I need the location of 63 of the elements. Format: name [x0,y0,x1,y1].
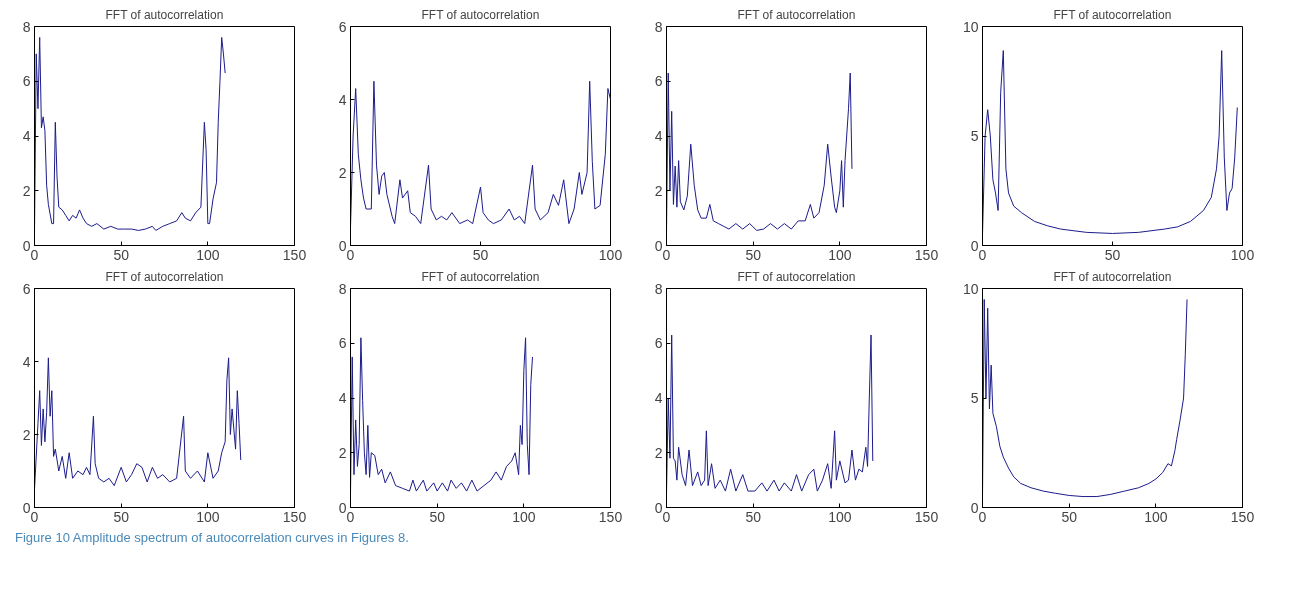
chart-title: FFT of autocorrelation [421,7,540,22]
y-tick-label: 6 [654,335,663,352]
x-tick-label: 150 [282,246,307,263]
x-tick-label: 100 [196,508,220,525]
y-tick-label: 4 [338,390,347,406]
x-tick-label: 150 [914,246,939,263]
x-tick-label: 50 [429,508,446,525]
line-series [982,50,1238,236]
chart-title: FFT of autocorrelation [1053,269,1172,284]
y-tick-label: 6 [338,335,347,352]
y-tick-label: 8 [22,18,31,35]
y-tick-label: 8 [654,280,663,297]
y-tick-label: 4 [22,128,31,144]
y-tick-label: 4 [654,390,663,406]
y-tick-label: 2 [22,426,31,443]
y-tick-label: 6 [654,73,663,90]
x-tick-label: 100 [1230,246,1255,263]
line-series [34,36,226,233]
y-tick-label: 8 [338,280,347,297]
y-tick-label: 2 [22,182,31,199]
y-tick-label: 8 [654,18,663,35]
line-series [350,337,533,495]
line-series [982,298,1188,498]
chart-title: FFT of autocorrelation [421,269,540,284]
x-tick-label: 100 [196,246,220,263]
x-tick-label: 100 [828,246,852,263]
chart-title: FFT of autocorrelation [1053,7,1172,22]
x-tick-label: 150 [282,508,307,525]
y-tick-label: 2 [654,444,663,461]
x-tick-label: 100 [828,508,852,525]
y-tick-label: 6 [22,280,31,297]
y-tick-label: 6 [22,73,31,90]
x-tick-label: 50 [113,508,130,525]
x-tick-label: 150 [914,508,939,525]
chart-title: FFT of autocorrelation [105,7,224,22]
x-tick-label: 150 [598,508,623,525]
y-tick-label: 5 [970,128,979,144]
y-tick-label: 4 [22,353,31,370]
y-tick-label: 10 [962,18,979,35]
y-tick-label: 6 [338,18,347,35]
y-tick-label: 4 [338,91,347,108]
y-tick-label: 2 [338,444,347,461]
x-tick-label: 50 [113,246,130,263]
x-tick-label: 150 [1230,508,1255,525]
y-tick-label: 10 [962,280,979,297]
x-tick-label: 50 [745,246,762,263]
x-tick-label: 50 [1061,508,1078,525]
y-tick-label: 2 [338,164,347,181]
x-tick-label: 50 [745,508,762,525]
line-series [666,334,874,495]
y-tick-label: 5 [970,390,979,406]
chart-title: FFT of autocorrelation [737,269,856,284]
chart-title: FFT of autocorrelation [105,269,224,284]
y-tick-label: 4 [654,128,663,144]
x-tick-label: 100 [512,508,536,525]
x-tick-label: 100 [598,246,623,263]
chart-title: FFT of autocorrelation [737,7,856,22]
y-tick-label: 2 [654,182,663,199]
line-series [666,72,853,233]
x-tick-label: 50 [472,246,489,263]
x-tick-label: 50 [1104,246,1121,263]
caption: Figure 10 Amplitude spectrum of autocorrelation curves in Figures 8. [15,529,409,547]
x-tick-label: 100 [1144,508,1168,525]
